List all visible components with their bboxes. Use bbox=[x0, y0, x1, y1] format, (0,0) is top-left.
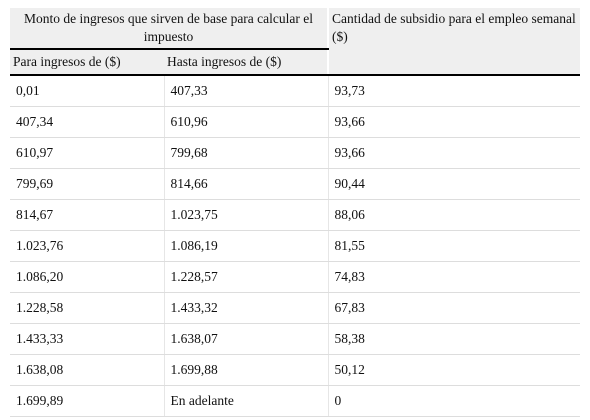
table-cell: 610,97 bbox=[10, 137, 164, 169]
table-cell: 0,01 bbox=[10, 75, 164, 107]
table-cell: 407,34 bbox=[10, 106, 164, 138]
table-row: 1.699,89 En adelante 0 bbox=[10, 385, 581, 417]
table-cell: 0 bbox=[327, 385, 581, 417]
table-cell: 1.433,32 bbox=[163, 292, 329, 324]
header-group: Monto de ingresos que sirven de base par… bbox=[10, 8, 329, 50]
table-cell: 1.228,58 bbox=[10, 292, 164, 324]
table-cell: 50,12 bbox=[327, 354, 581, 386]
table-row: 1.023,76 1.086,19 81,55 bbox=[10, 230, 581, 262]
table-cell: 90,44 bbox=[327, 168, 581, 200]
table-cell: 81,55 bbox=[327, 230, 581, 262]
table-cell: 407,33 bbox=[163, 75, 329, 107]
table-cell: 1.699,89 bbox=[10, 385, 164, 417]
table-row: 0,01 407,33 93,73 bbox=[10, 75, 581, 107]
table-cell: 1.023,76 bbox=[10, 230, 164, 262]
table-row: 610,97 799,68 93,66 bbox=[10, 137, 581, 169]
table-cell: 1.638,08 bbox=[10, 354, 164, 386]
table-cell: 1.086,20 bbox=[10, 261, 164, 293]
table-cell: 814,66 bbox=[163, 168, 329, 200]
table-cell: 74,83 bbox=[327, 261, 581, 293]
subsidy-table: Monto de ingresos que sirven de base par… bbox=[10, 8, 581, 417]
table-cell: 1.228,57 bbox=[163, 261, 329, 293]
table-cell: En adelante bbox=[163, 385, 329, 417]
table-cell: 93,66 bbox=[327, 106, 581, 138]
table-cell: 1.023,75 bbox=[163, 199, 329, 231]
table-row: 1.086,20 1.228,57 74,83 bbox=[10, 261, 581, 293]
table-row: 1.433,33 1.638,07 58,38 bbox=[10, 323, 581, 355]
table-cell: 1.699,88 bbox=[163, 354, 329, 386]
table-cell: 88,06 bbox=[327, 199, 581, 231]
table-cell: 67,83 bbox=[327, 292, 581, 324]
table-row: 814,67 1.023,75 88,06 bbox=[10, 199, 581, 231]
table-cell: 610,96 bbox=[163, 106, 329, 138]
header-column: Para ingresos de ($) bbox=[10, 49, 164, 76]
header-subsidy: Cantidad de subsidio para el empleo sema… bbox=[327, 8, 581, 76]
table-row: 1.228,58 1.433,32 67,83 bbox=[10, 292, 581, 324]
table-cell: 814,67 bbox=[10, 199, 164, 231]
table-cell: 1.433,33 bbox=[10, 323, 164, 355]
table-row: 1.638,08 1.699,88 50,12 bbox=[10, 354, 581, 386]
table-row: 799,69 814,66 90,44 bbox=[10, 168, 581, 200]
header-column: Hasta ingresos de ($) bbox=[164, 49, 329, 76]
table-cell: 93,73 bbox=[327, 75, 581, 107]
table-cell: 799,68 bbox=[163, 137, 329, 169]
table-cell: 93,66 bbox=[327, 137, 581, 169]
table-cell: 58,38 bbox=[327, 323, 581, 355]
table-cell: 1.086,19 bbox=[163, 230, 329, 262]
table-cell: 1.638,07 bbox=[163, 323, 329, 355]
table-row: 407,34 610,96 93,66 bbox=[10, 106, 581, 138]
table-body: 0,01 407,33 93,73 407,34 610,96 93,66 610,97 79… bbox=[10, 75, 581, 417]
table-cell: 799,69 bbox=[10, 168, 164, 200]
